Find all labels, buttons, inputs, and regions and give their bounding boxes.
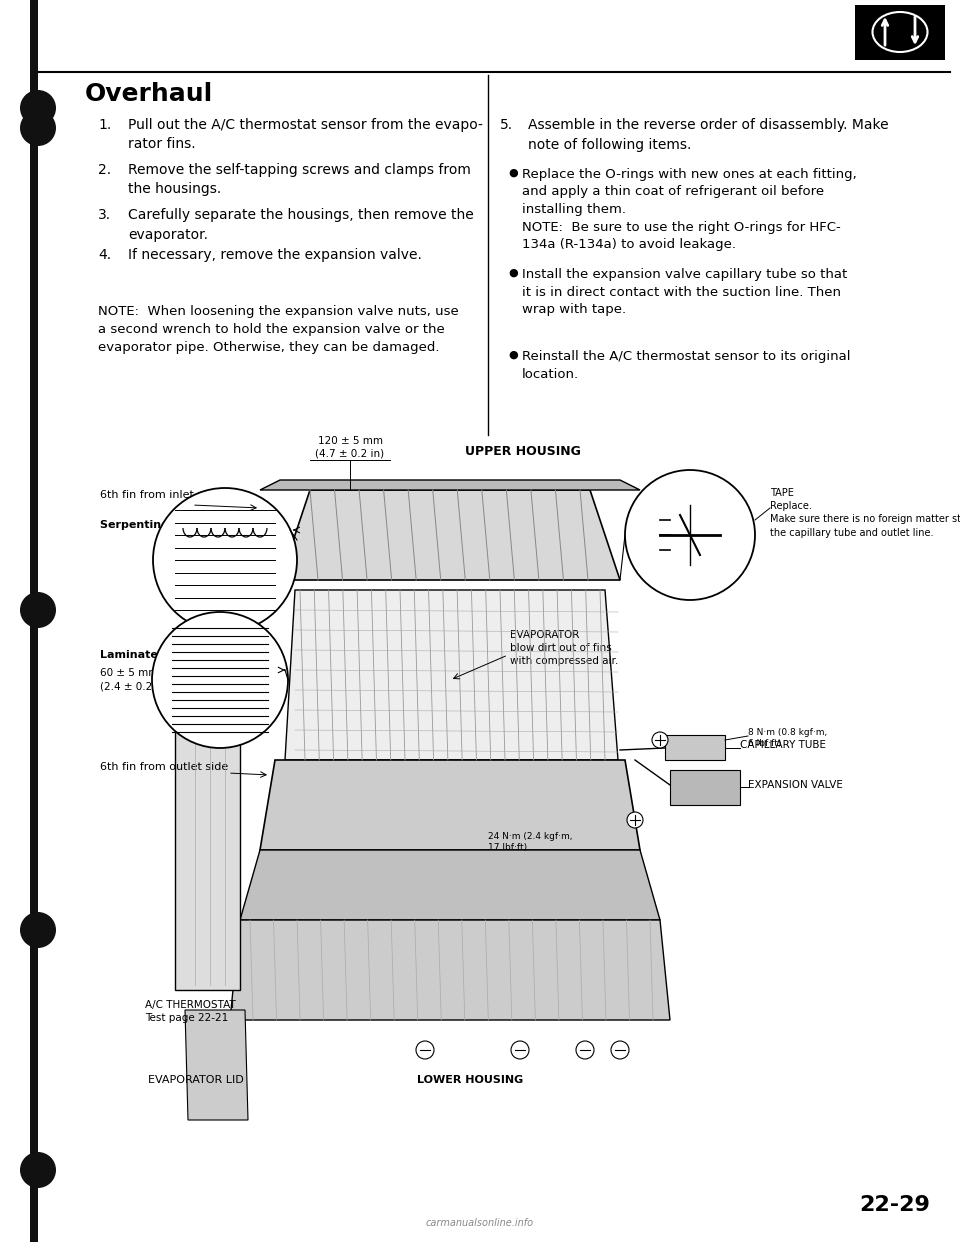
Polygon shape [230,920,670,1020]
Circle shape [652,732,668,748]
Text: 8 N·m (0.8 kgf·m,
6 lbf·ft): 8 N·m (0.8 kgf·m, 6 lbf·ft) [748,728,828,748]
Text: 4.: 4. [98,248,111,262]
Circle shape [20,111,56,147]
Text: If necessary, remove the expansion valve.: If necessary, remove the expansion valve… [128,248,421,262]
Circle shape [20,912,56,948]
Polygon shape [260,479,640,491]
Text: carmanualsonline.info: carmanualsonline.info [426,1218,534,1228]
Text: Carefully separate the housings, then remove the
evaporator.: Carefully separate the housings, then re… [128,207,473,241]
Circle shape [20,1153,56,1189]
Polygon shape [260,760,640,850]
Text: NOTE:  When loosening the expansion valve nuts, use
a second wrench to hold the : NOTE: When loosening the expansion valve… [98,306,459,354]
Circle shape [611,1041,629,1059]
Text: Pull out the A/C thermostat sensor from the evapo-
rator fins.: Pull out the A/C thermostat sensor from … [128,118,483,152]
Text: Install the expansion valve capillary tube so that
it is in direct contact with : Install the expansion valve capillary tu… [522,268,848,315]
Polygon shape [185,1010,248,1120]
Text: ●: ● [508,268,517,278]
Circle shape [511,1041,529,1059]
Text: Laminate type:: Laminate type: [100,650,194,660]
Text: ●: ● [508,350,517,360]
Text: 22-29: 22-29 [859,1195,930,1215]
Text: 24 N·m (2.4 kgf·m,
17 lbf·ft): 24 N·m (2.4 kgf·m, 17 lbf·ft) [488,832,572,852]
Circle shape [625,469,755,600]
Text: TAPE
Replace.
Make sure there is no foreign matter stuck between
the capillary t: TAPE Replace. Make sure there is no fore… [770,488,960,538]
Bar [855,5,945,60]
Text: EXPANSION VALVE: EXPANSION VALVE [748,780,843,790]
Bar [670,770,740,805]
Polygon shape [240,850,660,920]
Circle shape [20,89,56,125]
Text: 120 ± 5 mm
(4.7 ± 0.2 in): 120 ± 5 mm (4.7 ± 0.2 in) [316,436,385,458]
Bar [30,0,38,1242]
Polygon shape [175,650,240,990]
Circle shape [152,612,288,748]
Text: 5.: 5. [500,118,514,132]
Text: LOWER HOUSING: LOWER HOUSING [417,1076,523,1086]
Text: Replace the O-rings with new ones at each fitting,
and apply a thin coat of refr: Replace the O-rings with new ones at eac… [522,168,856,251]
Text: A/C THERMOSTAT
Test page 22-21: A/C THERMOSTAT Test page 22-21 [145,1000,236,1023]
Polygon shape [285,590,618,760]
Text: ●: ● [508,168,517,178]
Text: 6th fin from inlet side: 6th fin from inlet side [100,491,220,501]
Text: 60 ± 5 mm
(2.4 ± 0.2 in): 60 ± 5 mm (2.4 ± 0.2 in) [100,668,169,692]
Bar [665,735,725,760]
Text: 1.: 1. [98,118,111,132]
Text: UPPER HOUSING: UPPER HOUSING [465,445,581,458]
Text: CAPILLARY TUBE: CAPILLARY TUBE [740,740,826,750]
Text: 6th fin from outlet side: 6th fin from outlet side [100,763,228,773]
Circle shape [627,812,643,828]
Text: EVAPORATOR LID: EVAPORATOR LID [148,1076,244,1086]
Circle shape [576,1041,594,1059]
Text: Overhaul: Overhaul [85,82,213,106]
Text: Remove the self-tapping screws and clamps from
the housings.: Remove the self-tapping screws and clamp… [128,163,470,196]
Text: EVAPORATOR
blow dirt out of fins
with compressed air.: EVAPORATOR blow dirt out of fins with co… [510,630,618,667]
Text: 2.: 2. [98,163,111,178]
Circle shape [416,1041,434,1059]
Circle shape [20,592,56,628]
Text: Assemble in the reverse order of disassembly. Make
note of following items.: Assemble in the reverse order of disasse… [528,118,889,152]
Circle shape [153,488,297,632]
Text: 3.: 3. [98,207,111,222]
Polygon shape [280,491,620,580]
Text: Serpentine type:: Serpentine type: [100,520,204,530]
Text: Reinstall the A/C thermostat sensor to its original
location.: Reinstall the A/C thermostat sensor to i… [522,350,851,380]
